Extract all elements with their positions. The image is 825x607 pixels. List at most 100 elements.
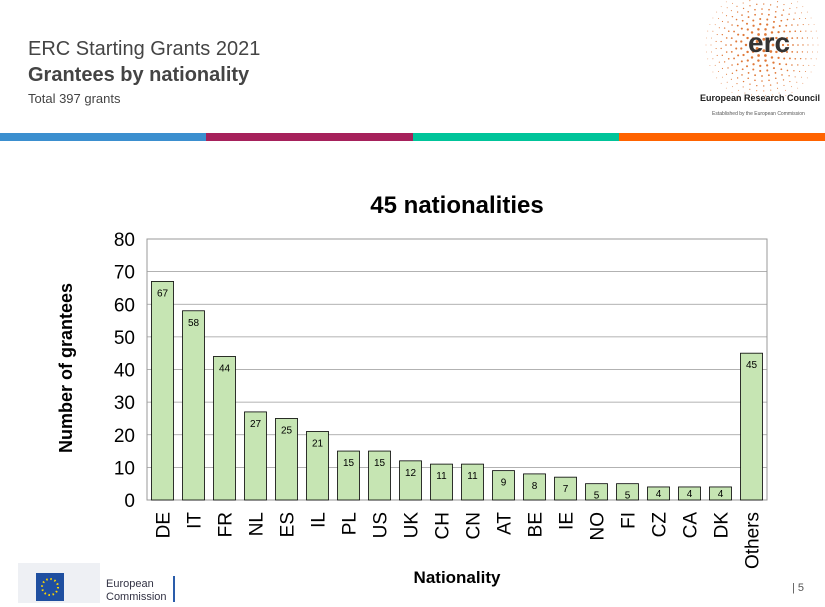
logo-dot — [774, 77, 777, 80]
logo-dot — [806, 51, 809, 53]
logo-dot — [766, 69, 769, 72]
logo-dot — [749, 0, 751, 2]
x-tick-label: Others — [743, 512, 764, 569]
logo-dot — [706, 37, 707, 39]
logo-dot — [761, 80, 763, 82]
bar-CH — [430, 463, 453, 501]
data-label: 15 — [343, 458, 355, 469]
logo-dot — [736, 5, 738, 7]
page-number-value: 5 — [797, 582, 805, 594]
logo-dot — [758, 95, 759, 97]
logo-dot — [742, 33, 745, 37]
color-bands — [0, 133, 825, 141]
logo-dot — [732, 86, 734, 88]
logo-dot — [717, 18, 719, 19]
logo-dot — [812, 37, 813, 39]
logo-dot — [789, 30, 791, 33]
logo-dot — [716, 77, 718, 79]
bar-IT — [182, 310, 205, 501]
slide-title: ERC Starting Grants 2021 — [28, 38, 261, 60]
logo-dot — [749, 88, 751, 90]
logo-dot — [742, 7, 745, 10]
logo-dot — [725, 15, 728, 17]
logo-dot — [735, 69, 738, 72]
x-tick-label: NL — [247, 512, 268, 536]
logo-dot — [736, 83, 738, 85]
logo-dot — [747, 77, 750, 80]
x-tick-label: NO — [588, 512, 609, 541]
logo-dot — [794, 30, 797, 33]
logo-dot — [772, 61, 775, 64]
logo-dot — [805, 30, 807, 32]
logo-dot — [717, 71, 719, 72]
x-tick-label: AT — [495, 512, 516, 535]
logo-dot — [725, 73, 728, 75]
y-tick-label: 20 — [114, 426, 135, 447]
logo-dot — [778, 92, 780, 94]
logo-dot — [723, 61, 726, 63]
logo-dot — [772, 99, 773, 101]
logo-dot — [785, 24, 788, 27]
logo-dot — [745, 22, 749, 25]
logo-dot — [764, 28, 767, 31]
logo-dot — [772, 20, 775, 23]
data-label: 7 — [563, 484, 569, 495]
x-axis-label: Nationality — [414, 568, 501, 587]
band — [618, 133, 825, 141]
logo-dot — [765, 100, 766, 102]
y-axis-label: Number of grantees — [56, 283, 76, 453]
logo-dot — [757, 28, 760, 31]
logo-dot — [763, 3, 765, 5]
ec-line2: Commission — [106, 591, 167, 603]
bar-CA — [678, 486, 701, 501]
logo-dot — [792, 44, 794, 46]
slide-subtitle: Grantees by nationality — [28, 64, 250, 86]
logo-dot — [817, 37, 818, 39]
bar-DK — [709, 486, 732, 501]
logo-dot — [801, 51, 804, 53]
logo-dot — [759, 18, 762, 21]
data-label: 11 — [436, 471, 447, 482]
logo-dot — [737, 33, 740, 36]
logo-dot — [712, 58, 714, 60]
logo-dot — [775, 36, 778, 40]
x-tick-label: IL — [309, 512, 330, 528]
logo-dot — [738, 89, 740, 91]
logo-dot — [806, 37, 809, 39]
logo-dot — [715, 47, 717, 50]
bar-PL — [337, 450, 360, 501]
logo-dot — [781, 14, 783, 16]
logo-dot — [771, 94, 773, 96]
x-tick-label: FR — [216, 512, 237, 537]
bar-IL — [306, 431, 329, 501]
x-tick-label: US — [371, 512, 392, 538]
logo-dot — [783, 4, 785, 6]
x-tick-label: UK — [402, 512, 423, 539]
logo-dot — [796, 37, 799, 39]
logo-dot — [797, 1, 799, 3]
logo-dot — [730, 37, 733, 40]
logo-dot — [766, 43, 770, 47]
logo-dot — [740, 60, 743, 63]
data-label: 25 — [281, 425, 293, 436]
logo-dot — [789, 57, 791, 60]
logo-dot — [794, 76, 796, 78]
logo-dot — [771, 43, 775, 47]
logo-dot — [737, 54, 740, 57]
bar-US — [368, 450, 391, 501]
data-label: 45 — [746, 360, 758, 371]
bar-CZ — [647, 486, 670, 501]
logo-dot — [765, 95, 766, 97]
logo-dot — [791, 24, 793, 26]
logo-dot — [756, 84, 758, 87]
x-tick-label: IE — [557, 512, 578, 530]
logo-dot — [789, 81, 791, 83]
logo-dot — [712, 17, 714, 19]
logo-dot — [735, 18, 738, 21]
logo-dot — [780, 68, 783, 71]
data-label: 27 — [250, 419, 262, 430]
logo-dot — [721, 33, 724, 36]
logo-dot — [757, 54, 760, 57]
x-tick-label: BE — [526, 512, 547, 537]
